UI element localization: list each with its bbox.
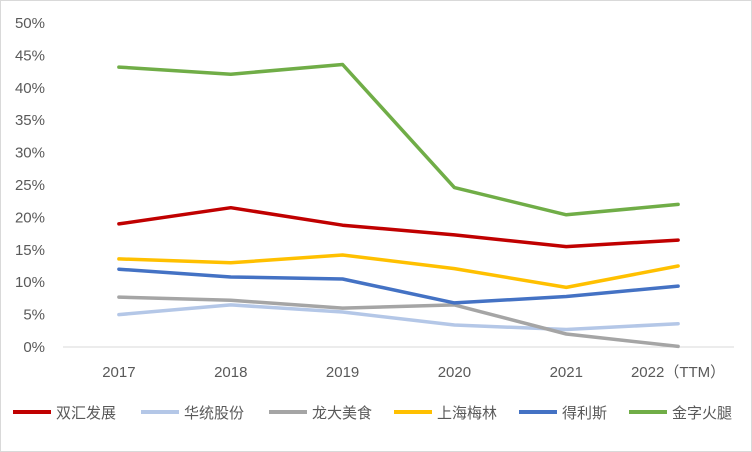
- legend-label: 双汇发展: [56, 404, 116, 422]
- x-tick-label: 2022（TTM）: [631, 364, 725, 381]
- y-tick-label: 5%: [23, 307, 45, 324]
- y-tick-label: 35%: [15, 112, 45, 129]
- y-tick-label: 40%: [15, 80, 45, 97]
- legend-label: 华统股份: [184, 404, 244, 422]
- series-line: [117, 253, 680, 290]
- x-axis: 2017 2018 2019 2020 2021 2022（TTM）: [63, 346, 734, 381]
- series-line: [117, 295, 680, 349]
- y-axis: 0% 5% 10% 15% 20% 25% 30% 35% 40% 45% 50%: [15, 15, 45, 356]
- legend-label: 上海梅林: [437, 404, 497, 422]
- legend-label: 得利斯: [562, 404, 607, 422]
- y-tick-label: 25%: [15, 177, 45, 194]
- series-line: [117, 303, 680, 332]
- series-line: [117, 62, 680, 217]
- x-tick-label: 2017: [102, 364, 135, 381]
- x-tick-label: 2020: [438, 364, 471, 381]
- y-tick-label: 50%: [15, 15, 45, 32]
- y-tick-label: 45%: [15, 47, 45, 64]
- y-tick-label: 20%: [15, 209, 45, 226]
- y-tick-label: 0%: [23, 339, 45, 356]
- x-tick-label: 2018: [214, 364, 247, 381]
- y-tick-label: 10%: [15, 274, 45, 291]
- series-line: [117, 267, 680, 305]
- legend: 双汇发展 华统股份 龙大美食 上海梅林 得利斯 金字火腿: [13, 404, 732, 422]
- x-tick-label: 2021: [550, 364, 583, 381]
- series-line: [117, 205, 680, 249]
- series-lines: [117, 62, 680, 349]
- y-tick-label: 30%: [15, 145, 45, 162]
- legend-label: 金字火腿: [672, 404, 732, 422]
- legend-label: 龙大美食: [312, 404, 372, 422]
- x-tick-label: 2019: [326, 364, 359, 381]
- y-tick-label: 15%: [15, 242, 45, 259]
